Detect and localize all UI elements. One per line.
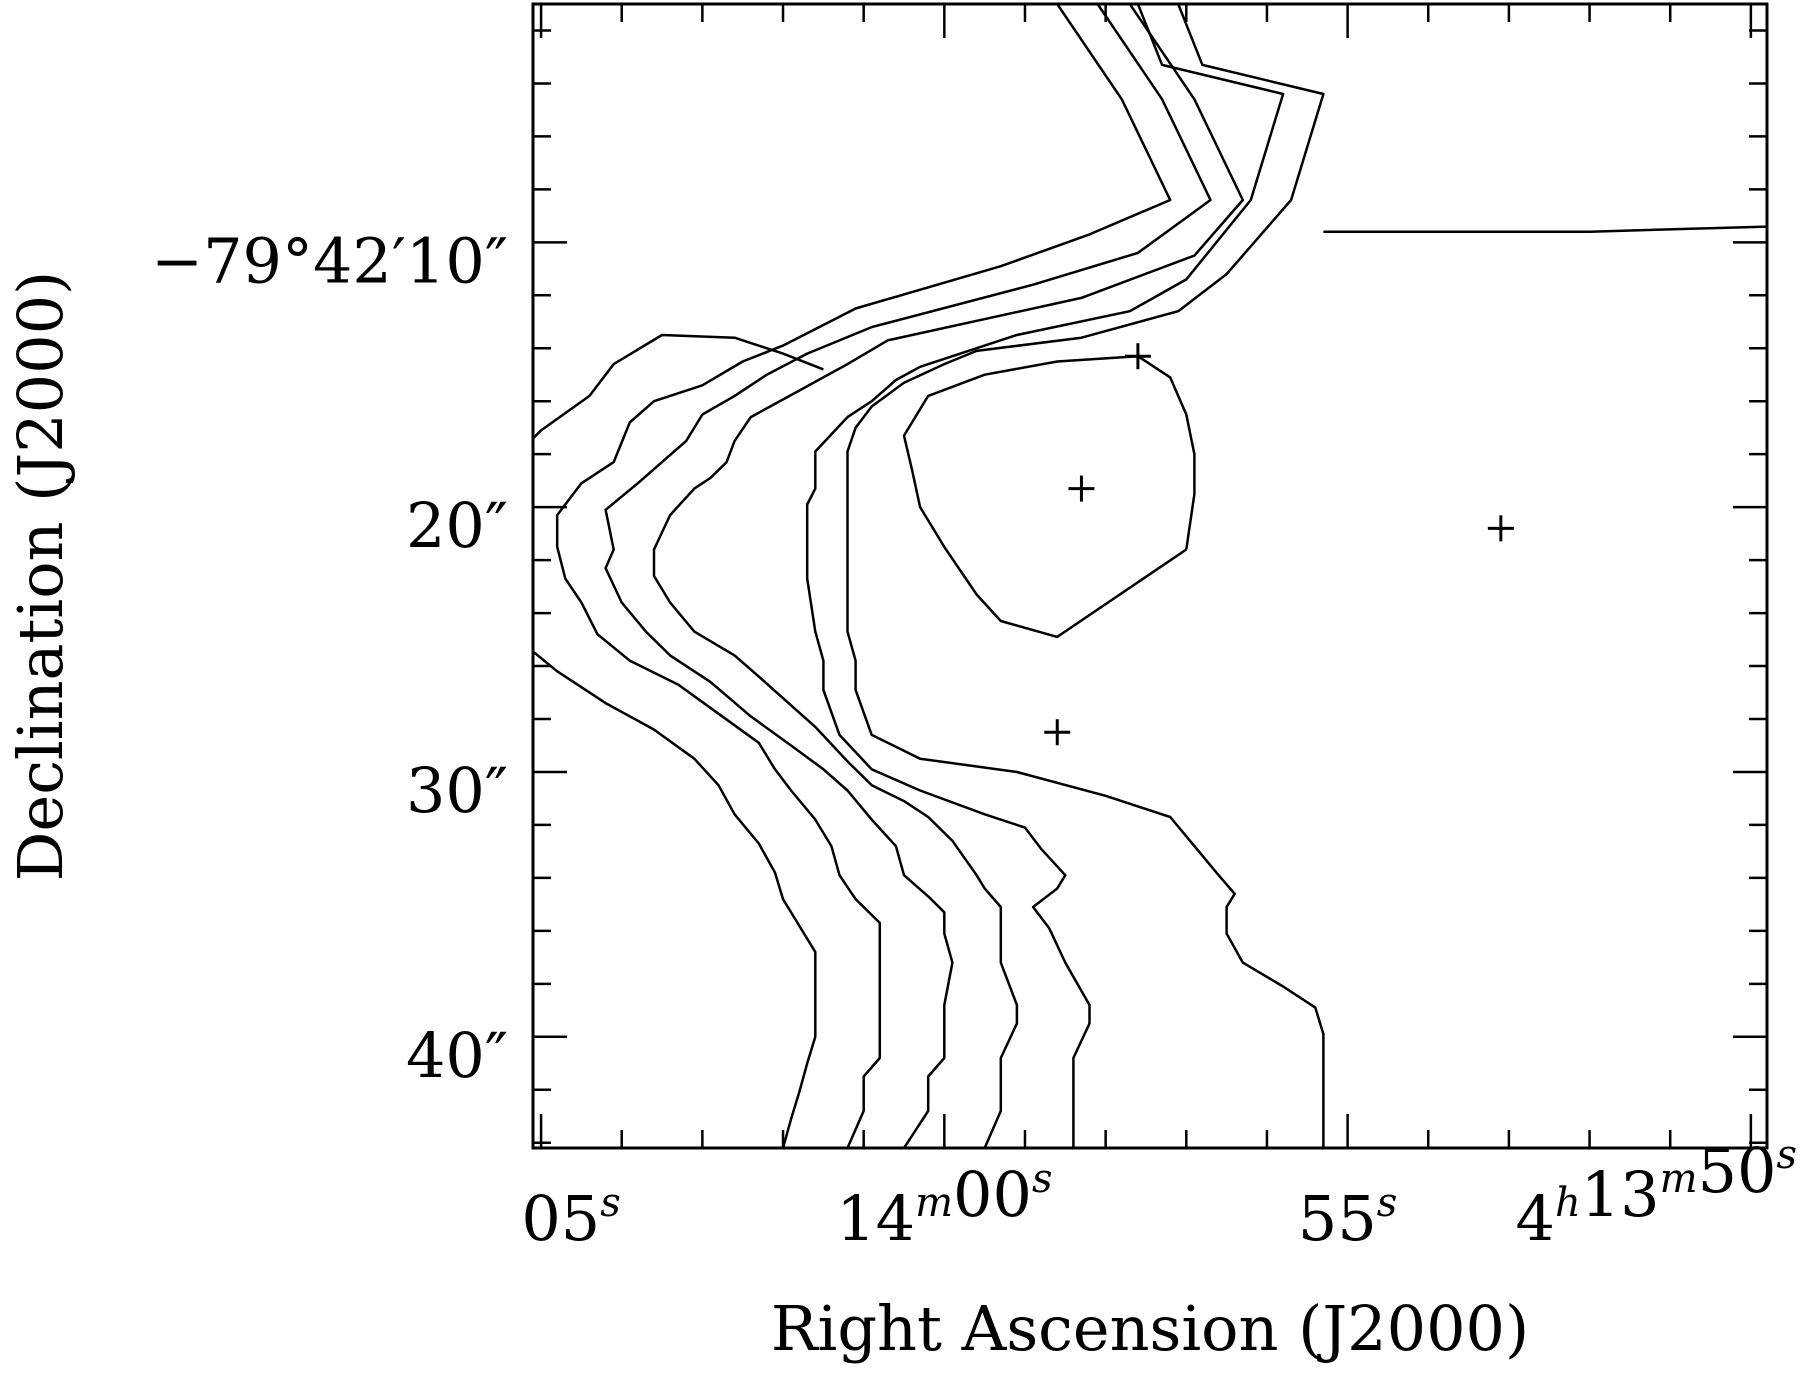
- y-tick-label: −79°42′10″: [151, 224, 508, 297]
- x-tick-label: 4h13m50s: [1516, 1132, 1798, 1255]
- contour-line: [604, 4, 1212, 1148]
- x-tick-label-unit: m: [915, 1180, 953, 1226]
- y-tick-label: 30″: [406, 754, 508, 827]
- x-tick-label-value: 4: [1516, 1182, 1555, 1255]
- contour-line: [846, 4, 1325, 1148]
- y-tick-label: 40″: [406, 1019, 508, 1092]
- x-tick-label-value: 55: [1298, 1182, 1377, 1255]
- contour-line: [805, 4, 1285, 1148]
- axis-ticks: [533, 4, 1767, 1148]
- source-markers: [1044, 343, 1514, 746]
- x-tick-label-unit: h: [1555, 1180, 1581, 1226]
- x-tick-label: 55s: [1298, 1180, 1397, 1255]
- plot-frame: [531, 2, 1769, 1150]
- source-marker: [1487, 515, 1514, 542]
- y-axis-title: Declination (J2000): [4, 271, 77, 881]
- contour-line: [1323, 225, 1767, 233]
- x-tick-label-unit: m: [1660, 1156, 1698, 1202]
- x-tick-label-unit: s: [1377, 1180, 1398, 1226]
- x-tick-label-unit: s: [1776, 1132, 1797, 1178]
- x-tick-label-value: 13: [1581, 1158, 1660, 1231]
- source-marker: [1068, 475, 1095, 502]
- source-marker: [1124, 343, 1151, 370]
- x-tick-label-value: 00: [953, 1158, 1032, 1231]
- contour-line: [555, 4, 1172, 1148]
- x-tick-label-value: 05: [521, 1182, 600, 1255]
- x-tick-label: 05s: [521, 1180, 620, 1255]
- x-tick-label: 14m00s: [836, 1156, 1052, 1255]
- x-tick-label-unit: s: [1032, 1156, 1053, 1202]
- contour-line: [902, 354, 1196, 639]
- x-tick-label-value: 50: [1698, 1134, 1777, 1207]
- contour-layer: [533, 4, 1767, 1148]
- source-marker: [1044, 719, 1071, 746]
- x-tick-label-unit: s: [600, 1180, 621, 1226]
- x-axis-title: Right Ascension (J2000): [771, 1292, 1529, 1365]
- x-tick-label-value: 14: [836, 1182, 915, 1255]
- contour-line: [652, 4, 1245, 1148]
- y-tick-label: 20″: [406, 489, 508, 562]
- y-tick-labels: −79°42′10″ 20″ 30″ 40″: [151, 224, 508, 1091]
- contour-line: [533, 333, 824, 1148]
